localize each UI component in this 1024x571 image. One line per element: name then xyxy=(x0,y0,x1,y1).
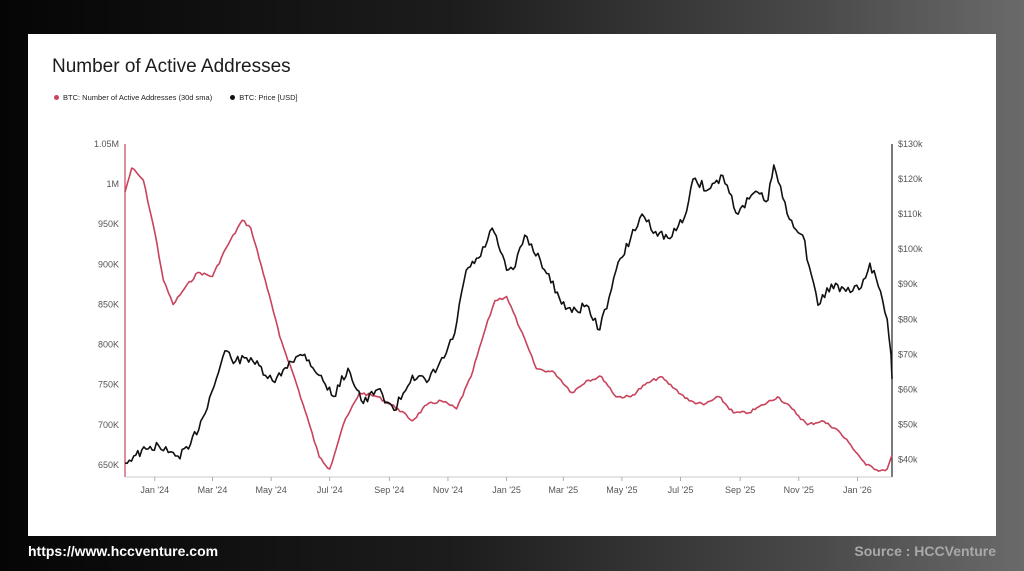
legend-item-price[interactable]: BTC: Price [USD] xyxy=(230,93,298,102)
left-tick-label: 1M xyxy=(106,179,119,189)
right-tick-label: $90k xyxy=(898,279,918,289)
left-tick-label: 850K xyxy=(98,299,119,309)
left-tick-label: 900K xyxy=(98,259,119,269)
left-tick-label: 800K xyxy=(98,340,119,350)
right-tick-label: $100k xyxy=(898,244,923,254)
right-tick-label: $80k xyxy=(898,314,918,324)
right-tick-label: $70k xyxy=(898,349,918,359)
legend-swatch-price xyxy=(230,95,236,100)
x-tick-label: Mar '24 xyxy=(198,485,228,495)
x-tick-label: Nov '25 xyxy=(784,485,814,495)
series-line-active-addresses xyxy=(124,167,893,472)
legend-item-addresses[interactable]: BTC: Number of Active Addresses (30d sma… xyxy=(54,93,212,102)
x-tick-label: Mar '25 xyxy=(548,485,578,495)
left-tick-label: 750K xyxy=(98,380,119,390)
left-tick-label: 1.05M xyxy=(94,139,119,149)
x-tick-label: Jul '25 xyxy=(668,485,694,495)
chart-legend: BTC: Number of Active Addresses (30d sma… xyxy=(54,93,298,102)
footer-source: Source : HCCVenture xyxy=(854,543,996,559)
right-tick-label: $40k xyxy=(898,454,918,464)
left-tick-label: 950K xyxy=(98,219,119,229)
legend-label-addresses: BTC: Number of Active Addresses (30d sma… xyxy=(63,93,213,102)
right-tick-label: $130k xyxy=(898,139,923,149)
left-tick-label: 650K xyxy=(98,460,119,470)
chart-card: Number of Active Addresses BTC: Number o… xyxy=(28,34,996,536)
chart-plot: 650K 700K 750K 800K 850K 900K 950K 1M 1.05M $40k $… xyxy=(94,139,923,495)
series-line-btc-price xyxy=(124,164,893,465)
chart-title: Number of Active Addresses xyxy=(52,56,291,77)
right-tick-label: $110k xyxy=(898,209,922,219)
right-tick-label: $120k xyxy=(898,174,923,184)
x-tick-label: Jan '26 xyxy=(843,485,872,495)
legend-label-price: BTC: Price [USD] xyxy=(239,93,298,102)
footer-url[interactable]: https://www.hccventure.com xyxy=(28,543,219,559)
legend-swatch-addresses xyxy=(54,95,59,100)
x-tick-label: May '24 xyxy=(255,485,286,495)
x-tick-label: Sep '24 xyxy=(374,485,404,495)
x-tick-label: Nov '24 xyxy=(433,485,463,495)
x-tick-label: Jul '24 xyxy=(317,485,343,495)
right-tick-label: $50k xyxy=(898,419,918,429)
x-tick-label: Jan '24 xyxy=(140,485,169,495)
x-tick-label: May '25 xyxy=(606,485,637,495)
x-tick-label: Sep '25 xyxy=(725,485,755,495)
right-tick-label: $60k xyxy=(898,384,918,394)
x-tick-label: Jan '25 xyxy=(492,485,521,495)
left-tick-label: 700K xyxy=(98,420,119,430)
